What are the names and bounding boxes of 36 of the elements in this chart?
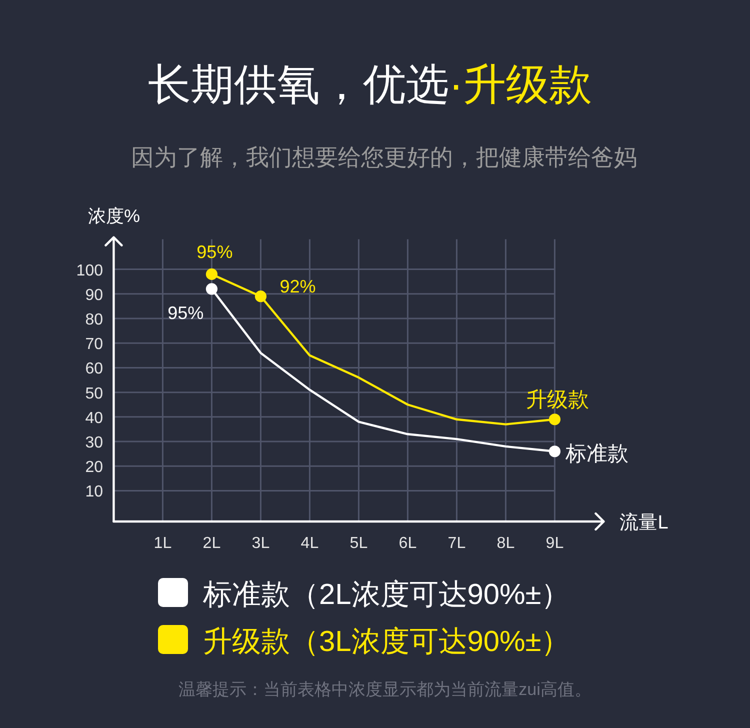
x-tick-label: 4L bbox=[300, 535, 319, 552]
annotation: 标准款 bbox=[564, 442, 629, 466]
x-tick-label: 9L bbox=[546, 535, 564, 552]
chart-subtitle: 因为了解，我们想要给您更好的，把健康带给爸妈 bbox=[131, 144, 637, 170]
x-tick-label: 2L bbox=[202, 535, 221, 552]
y-tick-label: 60 bbox=[85, 360, 104, 378]
x-tick-label: 1L bbox=[154, 535, 172, 552]
text: 温馨提示：当前表格中浓度显示都为当前流量zui高值。 bbox=[178, 680, 592, 699]
chart-title: 长期供氧，优选·升级款 bbox=[148, 61, 592, 109]
x-axis-title: 流量L bbox=[620, 512, 668, 534]
y-tick-label: 100 bbox=[76, 262, 104, 280]
x-tick-label: 5L bbox=[350, 535, 368, 552]
point bbox=[206, 268, 218, 280]
y-tick-label: 70 bbox=[85, 336, 104, 354]
annotation: 92% bbox=[280, 276, 316, 296]
y-tick-label: 30 bbox=[85, 434, 104, 452]
annotation: 95% bbox=[196, 242, 233, 262]
y-tick-label: 10 bbox=[85, 484, 104, 501]
x-tick-label: 3L bbox=[252, 535, 270, 552]
annotation: 95% bbox=[168, 302, 204, 323]
x-tick-label: 7L bbox=[448, 535, 466, 552]
x-tick-label: 6L bbox=[398, 535, 417, 552]
point bbox=[206, 283, 218, 295]
point bbox=[548, 446, 560, 458]
y-tick-label: 90 bbox=[85, 286, 104, 304]
y-tick-label: 80 bbox=[85, 312, 104, 328]
y-axis-title: 浓度% bbox=[88, 206, 140, 226]
y-tick-label: 20 bbox=[85, 459, 104, 476]
x-tick-label: 8L bbox=[496, 535, 515, 552]
y-tick-label: 50 bbox=[85, 385, 104, 402]
annotation: 升级款 bbox=[526, 388, 590, 412]
legend-label: 升级款（3L浓度可达90%±） bbox=[203, 626, 570, 658]
point bbox=[254, 290, 266, 302]
y-tick-label: 40 bbox=[85, 410, 104, 427]
point bbox=[548, 414, 560, 426]
legend-label: 标准款（2L浓度可达90%±） bbox=[202, 579, 570, 611]
